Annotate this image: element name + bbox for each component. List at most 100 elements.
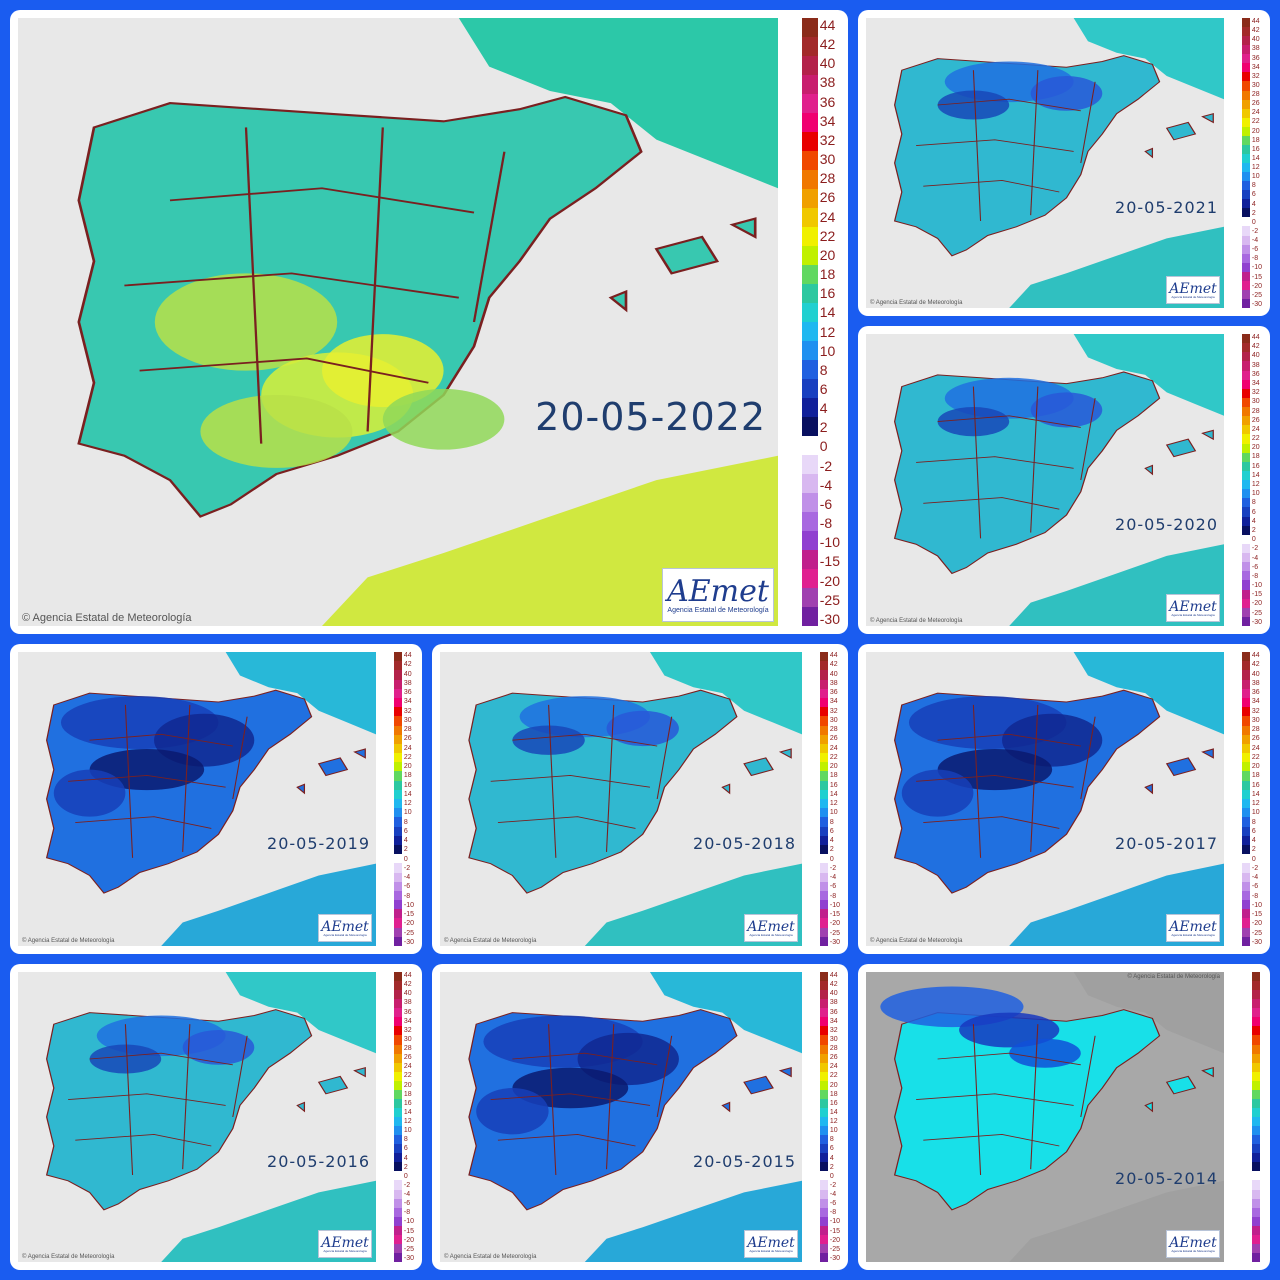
legend-swatch [801, 94, 818, 113]
legend-swatch [1252, 1008, 1260, 1018]
legend-label: 12 [819, 323, 836, 340]
date-label: 20-05-2020 [1115, 515, 1218, 535]
legend-label: 42 [829, 981, 838, 989]
legend-label: 38 [403, 999, 412, 1007]
legend-swatch [801, 284, 818, 303]
legend-label: 24 [403, 1063, 412, 1071]
legend-label: -30 [1251, 618, 1262, 626]
legend-label: 28 [1251, 407, 1260, 415]
aemet-logo: AEmet Agencia Estatal de Meteorología [662, 568, 774, 622]
legend-label: 36 [1251, 54, 1260, 62]
legend-swatch [1241, 598, 1250, 608]
legend-swatch [1241, 743, 1250, 754]
legend-swatch [1252, 1153, 1260, 1163]
legend-swatch [393, 835, 402, 845]
legend-swatch [1241, 771, 1250, 781]
legend-label: -20 [403, 920, 414, 928]
legend-swatch [1241, 135, 1250, 145]
legend-swatch [1241, 725, 1250, 735]
legend-swatch [393, 854, 402, 864]
legend-label: 8 [1251, 182, 1256, 190]
legend-swatch [393, 826, 402, 836]
legend-label: -4 [1251, 874, 1259, 881]
temperature-zone [1009, 1038, 1081, 1068]
legend-labels: 44 42 40 38 36 34 32 30 28 26 24 22 20 18 16 14 12 10 8 6 4 2… [820, 18, 840, 626]
legend-label: -2 [1251, 545, 1259, 553]
legend-label: 40 [1251, 352, 1260, 360]
legend-label: 14 [1251, 154, 1260, 162]
temperature-legend: 44 42 40 38 36 34 32 30 28 26 24 22 20 18 16 14 12 10 8 6 4 2… [393, 652, 414, 946]
legend-label: -10 [403, 901, 414, 909]
province-border [472, 151, 506, 323]
legend-swatch [1241, 407, 1250, 417]
legend-swatch [801, 265, 818, 284]
legend-label: -2 [829, 1181, 837, 1189]
legend-swatch [801, 151, 818, 170]
legend-swatch [1241, 890, 1250, 901]
legend-label: 10 [1251, 809, 1260, 817]
legend-swatch [801, 607, 818, 626]
legend-label: 10 [403, 809, 412, 817]
legend-swatch [393, 808, 402, 818]
legend-swatch [819, 1117, 828, 1127]
france-region [458, 18, 778, 189]
legend-swatch [1252, 1071, 1260, 1081]
province-border [366, 127, 384, 432]
legend-label: 8 [819, 361, 828, 378]
legend-swatch [819, 826, 828, 836]
legend-label: 4 [1251, 200, 1256, 208]
legend-label: 14 [829, 1108, 838, 1116]
legend-labels: 44 42 40 38 36 34 32 30 28 26 24 22 20 18 16 14 12 10 8 6 4 2… [404, 652, 414, 946]
province-border [937, 415, 1081, 428]
legend-swatch [801, 417, 818, 436]
legend-label: 30 [829, 1035, 838, 1043]
balearic-island [1165, 121, 1197, 141]
legend-label: -10 [403, 1218, 414, 1226]
legend-swatch [1241, 370, 1250, 380]
temperature-legend: 44 42 40 38 36 34 32 30 28 26 24 22 20 18 16 14 12 10 8 6 4 2… [1241, 334, 1262, 626]
legend-label: 20 [403, 763, 412, 770]
legend-swatch [819, 670, 828, 680]
legend-swatch [1252, 1053, 1260, 1063]
legend-label: -4 [1251, 554, 1259, 562]
legend-swatch [819, 1089, 828, 1099]
legend-swatch [1252, 1216, 1260, 1226]
legend-swatch [1241, 289, 1250, 299]
legend-swatch [1241, 516, 1250, 526]
legend-label: 36 [403, 689, 412, 696]
legend-label: -4 [403, 874, 411, 881]
legend-label: -10 [829, 901, 840, 909]
logo-text: AEmet [321, 918, 369, 935]
legend-label: 34 [403, 698, 412, 706]
legend-label: 38 [819, 74, 836, 91]
province-border [916, 456, 1074, 469]
legend-label: 16 [1251, 462, 1260, 470]
date-label: 20-05-2018 [693, 834, 796, 854]
legend-swatch [1241, 208, 1250, 218]
legend-swatch [1241, 480, 1250, 490]
legend-label: -20 [819, 572, 840, 589]
legend-label: 20 [819, 246, 836, 263]
balearic-island [353, 748, 366, 759]
legend-swatch [819, 1162, 828, 1172]
legend-swatch [819, 1153, 828, 1163]
legend-label: 6 [819, 380, 828, 397]
balearic-island [1201, 429, 1214, 441]
legend-swatch [801, 550, 818, 569]
legend-label: 26 [1251, 416, 1260, 424]
legend-label: -8 [819, 515, 833, 532]
balearic-island [743, 757, 774, 777]
province-border [169, 187, 475, 214]
legend-label: 22 [819, 227, 836, 244]
province-border [1030, 1024, 1039, 1170]
legend-swatch [801, 474, 818, 493]
legend-label: 30 [1251, 398, 1260, 406]
legend-color-bar [819, 652, 828, 946]
legend-swatch [819, 789, 828, 799]
legend-swatch [819, 1189, 828, 1199]
legend-swatch [1252, 981, 1260, 991]
legend-swatch [1252, 1089, 1260, 1099]
legend-label: 10 [1251, 490, 1260, 498]
legend-label: -15 [829, 911, 840, 918]
legend-swatch [1252, 1144, 1260, 1154]
